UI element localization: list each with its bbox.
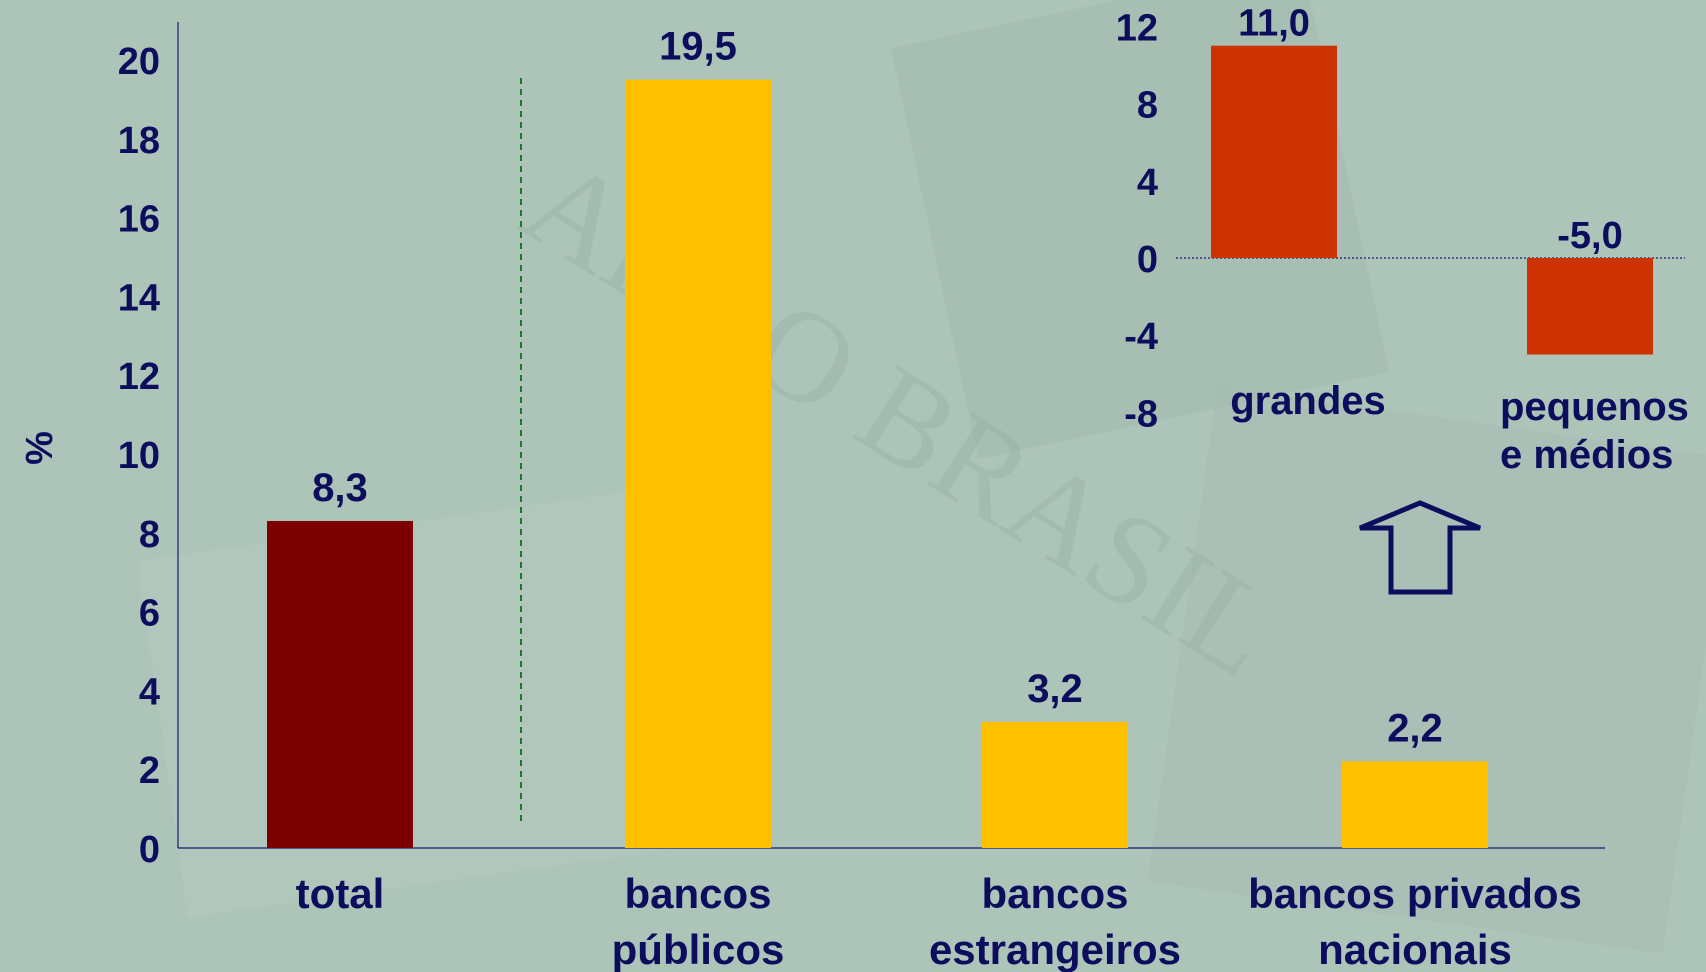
- inset-y-tick-label: 0: [1137, 239, 1158, 281]
- bar: [1342, 761, 1488, 848]
- up-arrow-icon: [1359, 500, 1481, 595]
- inset-category-label: grandes: [1230, 379, 1386, 423]
- inset-category-label: pequenos: [1500, 385, 1689, 429]
- y-tick-label: 12: [118, 356, 160, 398]
- inset-bar: [1211, 45, 1337, 259]
- y-tick-label: 18: [118, 120, 160, 162]
- inset-y-tick-label: 4: [1137, 162, 1158, 204]
- category-label: nacionais: [1318, 926, 1512, 972]
- y-tick-label: 14: [118, 277, 160, 319]
- inset-y-tick-label: -8: [1124, 393, 1158, 435]
- value-label: 2,2: [1387, 706, 1443, 750]
- bar: [267, 520, 413, 848]
- main-bar-chart: % 0 2 4 6 8 10 12 14 16 18 20 8,3 total 19,5 bancos pú…: [19, 22, 1605, 972]
- y-tick-label: 4: [139, 671, 160, 713]
- y-tick-label: 0: [139, 829, 160, 871]
- category-label: públicos: [612, 926, 785, 972]
- inset-y-tick-label: -4: [1124, 316, 1158, 358]
- value-label: 3,2: [1027, 667, 1083, 711]
- category-label: estrangeiros: [929, 926, 1181, 972]
- category-label: bancos privados: [1248, 870, 1582, 917]
- category-label: total: [296, 870, 385, 917]
- y-tick-label: 8: [139, 514, 160, 556]
- inset-value-label: 11,0: [1238, 3, 1310, 45]
- y-tick-label: 6: [139, 593, 160, 635]
- inset-category-label: e médios: [1500, 433, 1673, 477]
- inset-value-label: -5,0: [1557, 215, 1622, 257]
- y-tick-label: 2: [139, 750, 160, 792]
- bar: [982, 721, 1128, 848]
- category-label: bancos: [624, 870, 771, 917]
- y-axis-label: %: [19, 431, 61, 465]
- y-tick-label: 20: [118, 41, 160, 83]
- y-tick-label: 10: [118, 435, 160, 477]
- inset-bar: [1527, 258, 1653, 355]
- inset-y-tick-label: 12: [1116, 7, 1158, 49]
- category-label: bancos: [981, 870, 1128, 917]
- value-label: 19,5: [659, 25, 737, 69]
- inset-y-tick-label: 8: [1137, 85, 1158, 127]
- bar: [625, 79, 771, 848]
- value-label: 8,3: [312, 466, 368, 510]
- y-tick-label: 16: [118, 199, 160, 241]
